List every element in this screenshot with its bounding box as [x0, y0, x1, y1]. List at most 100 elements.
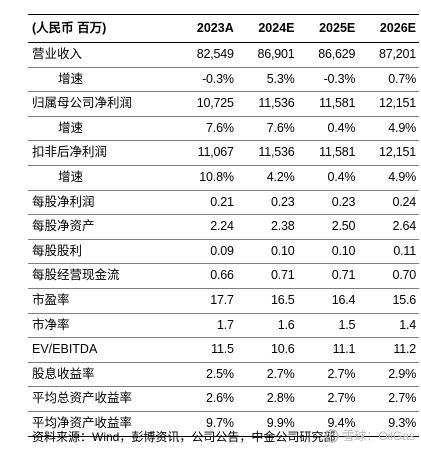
metric-value: 1.6	[277, 317, 295, 332]
metric-label: 市盈率	[32, 292, 70, 307]
year-header: 2024E	[236, 14, 298, 43]
metric-value: 0.71	[331, 268, 356, 283]
metric-value: 0.24	[392, 194, 416, 209]
table-row: 平均净资产收益率 9.7% 9.9% 9.4% 9.3%	[28, 411, 419, 436]
metric-value: 11,067	[197, 145, 234, 160]
metric-value: 4.9%	[388, 120, 416, 135]
metric-value: 0.10	[270, 243, 295, 258]
metric-value: 0.23	[331, 194, 356, 209]
metric-value: 10.6	[270, 342, 295, 357]
metric-label: EV/EBITDA	[32, 342, 98, 357]
metric-value: -0.3%	[323, 71, 356, 86]
metric-label: 每股股利	[32, 243, 83, 258]
table-row: 增速 7.6% 7.6% 0.4% 4.9%	[28, 116, 419, 141]
table-row: 归属母公司净利润 10,725 11,536 11,581 12,151	[28, 92, 419, 117]
metric-label: 营业收入	[32, 47, 83, 61]
metric-value: 2.9%	[388, 366, 416, 381]
metric-label: 每股经营现金流	[32, 268, 120, 283]
metric-value: 4.2%	[266, 169, 295, 184]
table-row: 扣非后净利润 11,067 11,536 11,581 12,151	[28, 141, 419, 166]
table-row: 市盈率 17.7 16.5 16.4 15.6	[28, 288, 419, 314]
metric-value: 10.8%	[199, 169, 234, 184]
table-row: 股息收益率 2.5% 2.7% 2.7% 2.9%	[28, 362, 419, 387]
metric-value: 1.5	[338, 317, 356, 332]
metric-value: 2.50	[331, 219, 356, 234]
metric-value: 0.66	[210, 268, 234, 283]
table-row: 增速 10.8% 4.2% 0.4% 4.9%	[28, 165, 419, 191]
metric-value: 0.4%	[327, 169, 356, 184]
metric-value: 0.10	[331, 243, 356, 258]
metric-value: 2.7%	[327, 391, 356, 406]
table-row: 每股净利润 0.21 0.23 0.23 0.24	[28, 190, 419, 215]
metric-value: 87,201	[378, 47, 416, 61]
metric-value: 2.5%	[206, 366, 234, 381]
metric-label: 每股净资产	[32, 219, 95, 234]
table-row: EV/EBITDA 11.5 10.6 11.1 11.2	[28, 338, 419, 363]
metric-label: 股息收益率	[32, 366, 95, 381]
metric-value: 0.7%	[388, 71, 416, 86]
metric-value: 15.6	[392, 292, 416, 307]
metric-value: 2.24	[210, 219, 234, 234]
metric-value: 11,536	[258, 96, 295, 111]
metric-value: 1.7	[216, 317, 234, 332]
metric-value: 9.3%	[388, 415, 416, 430]
metric-value: 2.6%	[206, 391, 234, 406]
metric-value: 0.11	[393, 243, 416, 258]
metric-value: 5.3%	[266, 71, 295, 86]
metric-value: 7.6%	[206, 120, 234, 135]
metric-value: 11.1	[332, 342, 356, 357]
metric-value: 0.23	[270, 194, 295, 209]
metric-value: 9.7%	[206, 415, 234, 430]
unit-header: (人民币 百万)	[28, 14, 176, 43]
header-row: (人民币 百万) 2023A 2024E 2025E 2026E	[28, 14, 419, 43]
metric-value: 2.7%	[327, 366, 356, 381]
metric-value: 9.9%	[266, 415, 295, 430]
table-body: 营业收入 82,549 86,901 86,629 87,201 增速 -0.3% 5.3% -…	[28, 43, 419, 436]
metric-value: 2.8%	[266, 391, 295, 406]
year-header: 2026E	[358, 14, 419, 43]
metric-label: 平均总资产收益率	[32, 391, 133, 406]
metric-value: 2.7%	[388, 391, 416, 406]
metric-label: 扣非后净利润	[32, 145, 108, 160]
metric-label: 归属母公司净利润	[32, 96, 133, 111]
metric-value: 12,151	[378, 145, 416, 160]
table-row: 每股股利 0.09 0.10 0.10 0.11	[28, 239, 419, 264]
metric-label: 市净率	[32, 317, 70, 332]
metric-value: 2.7%	[266, 366, 295, 381]
growth-label: 增速	[58, 120, 84, 135]
metric-value: 11,581	[319, 96, 356, 111]
metric-value: 2.38	[270, 219, 295, 234]
source-note: 资料来源：Wind，彭博资讯，公司公告，中金公司研究部	[32, 430, 336, 444]
metric-value: 10,725	[196, 96, 234, 111]
metric-value: 16.5	[270, 292, 295, 307]
metric-value: 86,901	[257, 47, 295, 61]
metric-value: 4.9%	[388, 169, 416, 184]
financial-forecast-table: (人民币 百万) 2023A 2024E 2025E 2026E 营业收入 82,…	[28, 14, 419, 437]
growth-label: 增速	[58, 169, 84, 184]
financial-table-container: (人民币 百万) 2023A 2024E 2025E 2026E 营业收入 82,…	[28, 14, 419, 437]
metric-value: 0.4%	[327, 120, 356, 135]
table-row: 每股净资产 2.24 2.38 2.50 2.64	[28, 215, 419, 240]
metric-value: 11,581	[319, 145, 356, 160]
metric-value: 12,151	[378, 96, 416, 111]
metric-value: -0.3%	[202, 71, 234, 86]
table-row: 增速 -0.3% 5.3% -0.3% 0.7%	[28, 67, 419, 92]
metric-value: 0.09	[210, 243, 234, 258]
table-row: 营业收入 82,549 86,901 86,629 87,201	[28, 43, 419, 68]
metric-value: 16.4	[331, 292, 356, 307]
table-row: 每股经营现金流 0.66 0.71 0.71 0.70	[28, 264, 419, 289]
metric-value: 86,629	[318, 47, 356, 61]
metric-value: 11.5	[211, 342, 234, 357]
year-header: 2023A	[176, 14, 237, 43]
table-row: 市净率 1.7 1.6 1.5 1.4	[28, 313, 419, 338]
metric-value: 7.6%	[266, 120, 295, 135]
metric-value: 2.64	[392, 219, 416, 234]
metric-value: 11.2	[393, 342, 416, 357]
watermark: 雪球：OilGas	[325, 427, 415, 445]
year-header: 2025E	[297, 14, 359, 43]
metric-value: 0.71	[270, 268, 295, 283]
snowball-icon	[325, 429, 340, 443]
table-header: (人民币 百万) 2023A 2024E 2025E 2026E	[28, 14, 419, 43]
metric-value: 0.21	[210, 194, 234, 209]
table-row: 平均总资产收益率 2.6% 2.8% 2.7% 2.7%	[28, 387, 419, 412]
